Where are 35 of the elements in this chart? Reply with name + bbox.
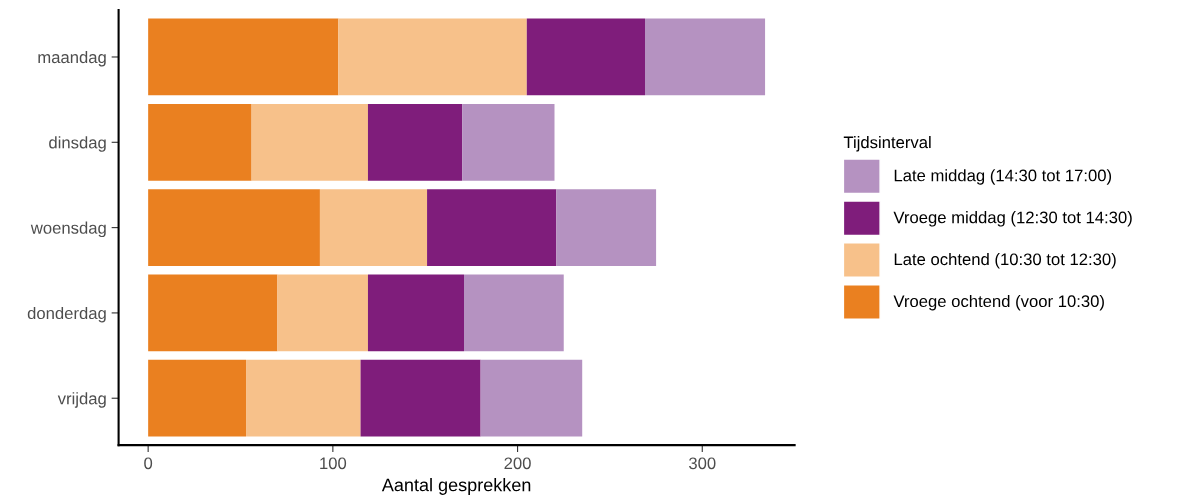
y-tick-label: dinsdag <box>49 136 106 152</box>
x-tick-label: 300 <box>689 457 716 470</box>
y-tick-label: vrijdag <box>57 392 106 408</box>
bar <box>148 103 252 181</box>
bar <box>148 274 278 352</box>
legend-label: Late middag (14:30 tot 17:00) <box>894 169 1112 185</box>
bar <box>367 274 464 352</box>
x-tick-label: 0 <box>144 457 153 470</box>
legend-title: Tijdsinterval <box>843 136 931 152</box>
bar <box>360 359 481 437</box>
bar <box>526 18 646 96</box>
bar <box>148 359 247 437</box>
bar <box>277 274 368 352</box>
y-tick-label: woensdag <box>30 221 106 238</box>
y-tick-label: donderdag <box>27 306 106 323</box>
bar <box>148 189 320 266</box>
bar <box>319 189 428 266</box>
x-axis-title: Aantal gesprekken <box>381 478 531 495</box>
bar <box>148 18 339 96</box>
bar <box>480 359 583 437</box>
legend-label: Vroege middag (12:30 tot 14:30) <box>893 211 1132 227</box>
bar <box>251 103 368 181</box>
y-tick-label: maandag <box>38 50 106 67</box>
bar <box>367 103 463 181</box>
legend-label: Vroege ochtend (voor 10:30) <box>893 294 1104 311</box>
bar <box>462 103 555 181</box>
bar <box>464 274 564 352</box>
legend-label: Late ochtend (10:30 tot 12:30) <box>894 252 1116 269</box>
bar <box>645 18 766 96</box>
x-tick-label: 200 <box>504 457 531 470</box>
bar <box>427 189 557 266</box>
bar <box>338 18 527 96</box>
bar <box>556 189 657 266</box>
x-tick-label: 100 <box>320 457 347 470</box>
bar <box>246 359 361 437</box>
